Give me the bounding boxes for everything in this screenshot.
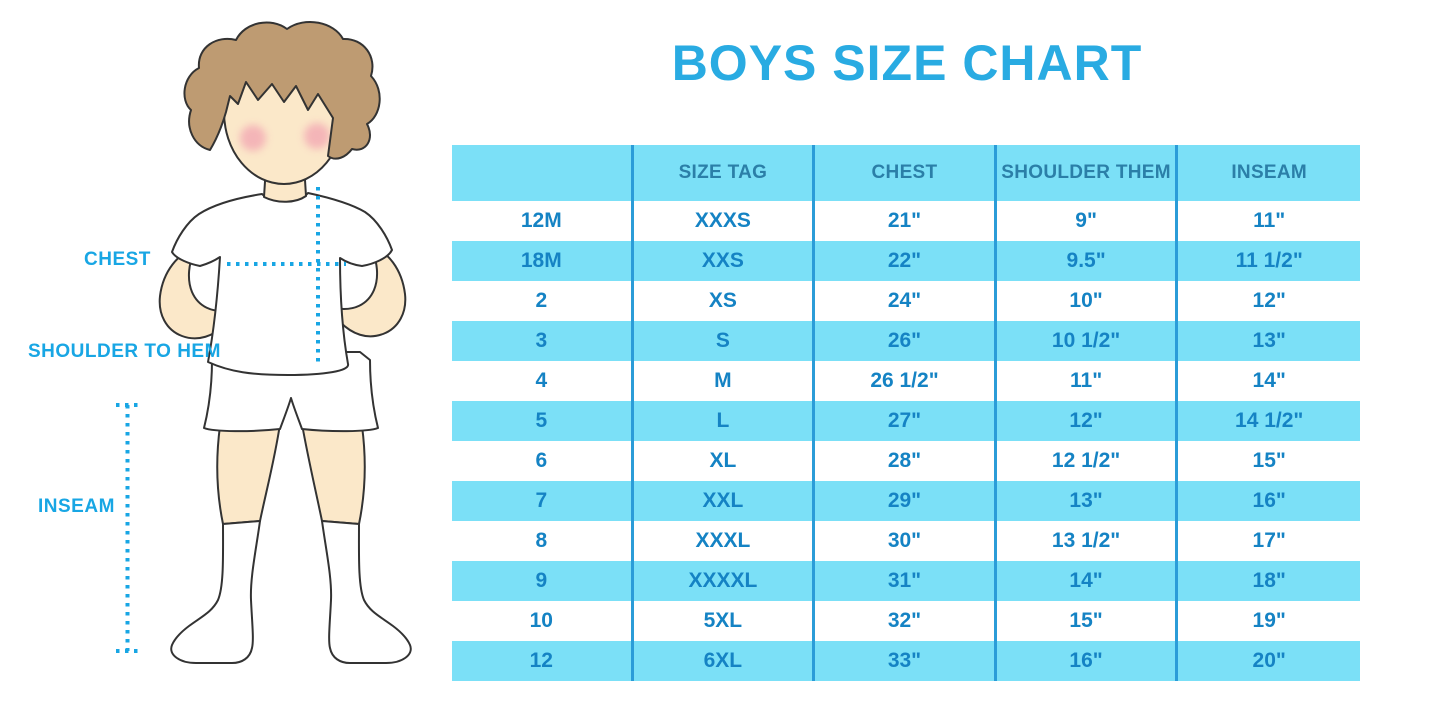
header-cell: INSEAM <box>1231 162 1308 183</box>
table-cell: 18M <box>452 241 634 281</box>
table-cell: 10" <box>997 281 1179 321</box>
inseam-measure-line <box>116 403 141 653</box>
table-cell: 16" <box>997 641 1179 681</box>
table-row: 4 M 26 1/2" 11" 14" <box>452 361 1360 401</box>
table-cell: 26 1/2" <box>815 361 997 401</box>
table-cell: XL <box>634 441 816 481</box>
table-cell: 15" <box>997 601 1179 641</box>
table-cell: 9 <box>452 561 634 601</box>
inseam-label: INSEAM <box>38 496 115 517</box>
right-thigh <box>301 423 366 525</box>
table-cell: 17" <box>1252 529 1286 552</box>
table-cell: 11" <box>1253 209 1286 232</box>
table-cell: 10 1/2" <box>997 321 1179 361</box>
table-cell: 13" <box>997 481 1179 521</box>
header-cell: SHOULDER THEM <box>997 145 1179 201</box>
table-cell: 2 <box>452 281 634 321</box>
shoulder-to-hem-label: SHOULDER TO HEM <box>28 341 221 362</box>
table-cell: 15" <box>1252 449 1286 472</box>
chest-label: CHEST <box>84 249 151 270</box>
table-row: 12M XXXS 21" 9" 11" <box>452 201 1360 241</box>
table-cell: 24" <box>815 281 997 321</box>
table-row: 8 XXXL 30" 13 1/2" 17" <box>452 521 1360 561</box>
size-table: SIZE TAG CHEST SHOULDER THEM INSEAM 12M XXXS 2… <box>452 145 1360 681</box>
table-cell: S <box>634 321 816 361</box>
table-cell: L <box>634 401 816 441</box>
table-cell: 12" <box>997 401 1179 441</box>
table-cell: M <box>634 361 816 401</box>
table-cell: 31" <box>815 561 997 601</box>
table-row: 2 XS 24" 10" 12" <box>452 281 1360 321</box>
table-cell: 11 1/2" <box>1235 249 1303 272</box>
table-cell: 12 1/2" <box>997 441 1179 481</box>
table-row: 18M XXS 22" 9.5" 11 1/2" <box>452 241 1360 281</box>
header-cell <box>452 145 634 201</box>
table-cell: 5 <box>452 401 634 441</box>
right-sock <box>321 520 412 664</box>
table-cell: 13 1/2" <box>997 521 1179 561</box>
table-cell: XS <box>634 281 816 321</box>
table-row: 3 S 26" 10 1/2" 13" <box>452 321 1360 361</box>
table-row: 5 L 27" 12" 14 1/2" <box>452 401 1360 441</box>
table-cell: 33" <box>815 641 997 681</box>
table-cell: 6XL <box>634 641 816 681</box>
table-cell: 5XL <box>634 601 816 641</box>
left-sock <box>170 520 261 664</box>
right-cheek <box>304 123 330 149</box>
table-row: 7 XXL 29" 13" 16" <box>452 481 1360 521</box>
table-cell: 29" <box>815 481 997 521</box>
table-cell: 20" <box>1252 649 1286 672</box>
table-cell: 16" <box>1252 489 1286 512</box>
hair <box>183 21 381 160</box>
table-cell: 21" <box>815 201 997 241</box>
left-thigh <box>216 423 281 525</box>
table-cell: 30" <box>815 521 997 561</box>
table-cell: 19" <box>1252 609 1286 632</box>
table-cell: XXS <box>634 241 816 281</box>
table-row: 6 XL 28" 12 1/2" 15" <box>452 441 1360 481</box>
table-cell: 12" <box>1252 289 1286 312</box>
table-cell: XXXXL <box>634 561 816 601</box>
table-cell: 14" <box>997 561 1179 601</box>
table-cell: 26" <box>815 321 997 361</box>
table-cell: 32" <box>815 601 997 641</box>
shirt <box>171 192 393 376</box>
left-cheek <box>240 125 266 151</box>
table-cell: 9.5" <box>997 241 1179 281</box>
table-row: 10 5XL 32" 15" 19" <box>452 601 1360 641</box>
page-title: BOYS SIZE CHART <box>671 35 1143 91</box>
table-cell: 18" <box>1252 569 1286 592</box>
table-cell: 6 <box>452 441 634 481</box>
table-cell: 4 <box>452 361 634 401</box>
header-cell: SIZE TAG <box>634 145 816 201</box>
table-row: 12 6XL 33" 16" 20" <box>452 641 1360 681</box>
table-row: 9 XXXXL 31" 14" 18" <box>452 561 1360 601</box>
table-cell: 11" <box>997 361 1179 401</box>
header-cell: CHEST <box>815 145 997 201</box>
table-header-row: SIZE TAG CHEST SHOULDER THEM INSEAM <box>452 145 1360 201</box>
table-cell: 13" <box>1252 329 1286 352</box>
table-cell: 22" <box>815 241 997 281</box>
table-cell: 3 <box>452 321 634 361</box>
table-cell: 7 <box>452 481 634 521</box>
table-cell: 9" <box>997 201 1179 241</box>
table-cell: 10 <box>452 601 634 641</box>
table-cell: 14 1/2" <box>1235 409 1304 432</box>
table-cell: 8 <box>452 521 634 561</box>
table-cell: 28" <box>815 441 997 481</box>
right-arm <box>333 245 407 338</box>
table-cell: XXL <box>634 481 816 521</box>
table-cell: 12M <box>452 201 634 241</box>
table-cell: 27" <box>815 401 997 441</box>
boy-illustration <box>116 21 412 664</box>
table-cell: XXXS <box>634 201 816 241</box>
table-cell: XXXL <box>634 521 816 561</box>
table-cell: 14" <box>1252 369 1286 392</box>
table-cell: 12 <box>452 641 634 681</box>
